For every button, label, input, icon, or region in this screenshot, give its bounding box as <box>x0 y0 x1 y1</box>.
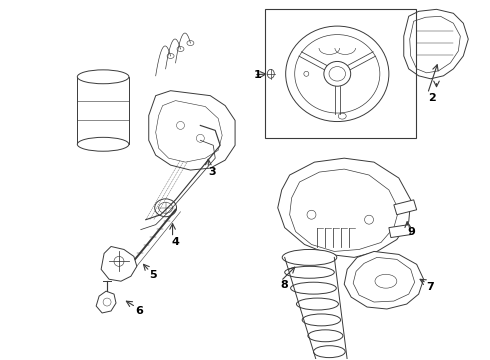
Text: 8: 8 <box>281 280 289 290</box>
Bar <box>77 77 129 144</box>
Ellipse shape <box>291 282 336 294</box>
Polygon shape <box>394 200 416 215</box>
Ellipse shape <box>77 137 129 151</box>
Ellipse shape <box>296 298 339 310</box>
Bar <box>265 9 416 138</box>
Text: 7: 7 <box>427 282 435 292</box>
Text: 3: 3 <box>208 167 216 177</box>
Polygon shape <box>404 9 468 79</box>
Ellipse shape <box>77 70 129 84</box>
Ellipse shape <box>282 249 337 265</box>
Text: 1: 1 <box>254 70 262 80</box>
Ellipse shape <box>285 266 334 278</box>
Polygon shape <box>410 16 460 73</box>
Ellipse shape <box>314 346 345 357</box>
Polygon shape <box>344 251 424 309</box>
Polygon shape <box>389 225 411 238</box>
Polygon shape <box>278 158 411 257</box>
Ellipse shape <box>308 330 343 342</box>
Ellipse shape <box>302 314 341 326</box>
Text: 2: 2 <box>428 93 436 103</box>
Polygon shape <box>353 257 415 302</box>
Polygon shape <box>290 169 399 251</box>
Polygon shape <box>101 247 137 281</box>
Text: 9: 9 <box>408 226 416 237</box>
Polygon shape <box>156 100 222 162</box>
Text: 4: 4 <box>172 237 179 247</box>
Polygon shape <box>96 291 116 313</box>
Polygon shape <box>149 91 235 170</box>
Text: 5: 5 <box>149 270 156 280</box>
Text: 6: 6 <box>135 306 143 316</box>
